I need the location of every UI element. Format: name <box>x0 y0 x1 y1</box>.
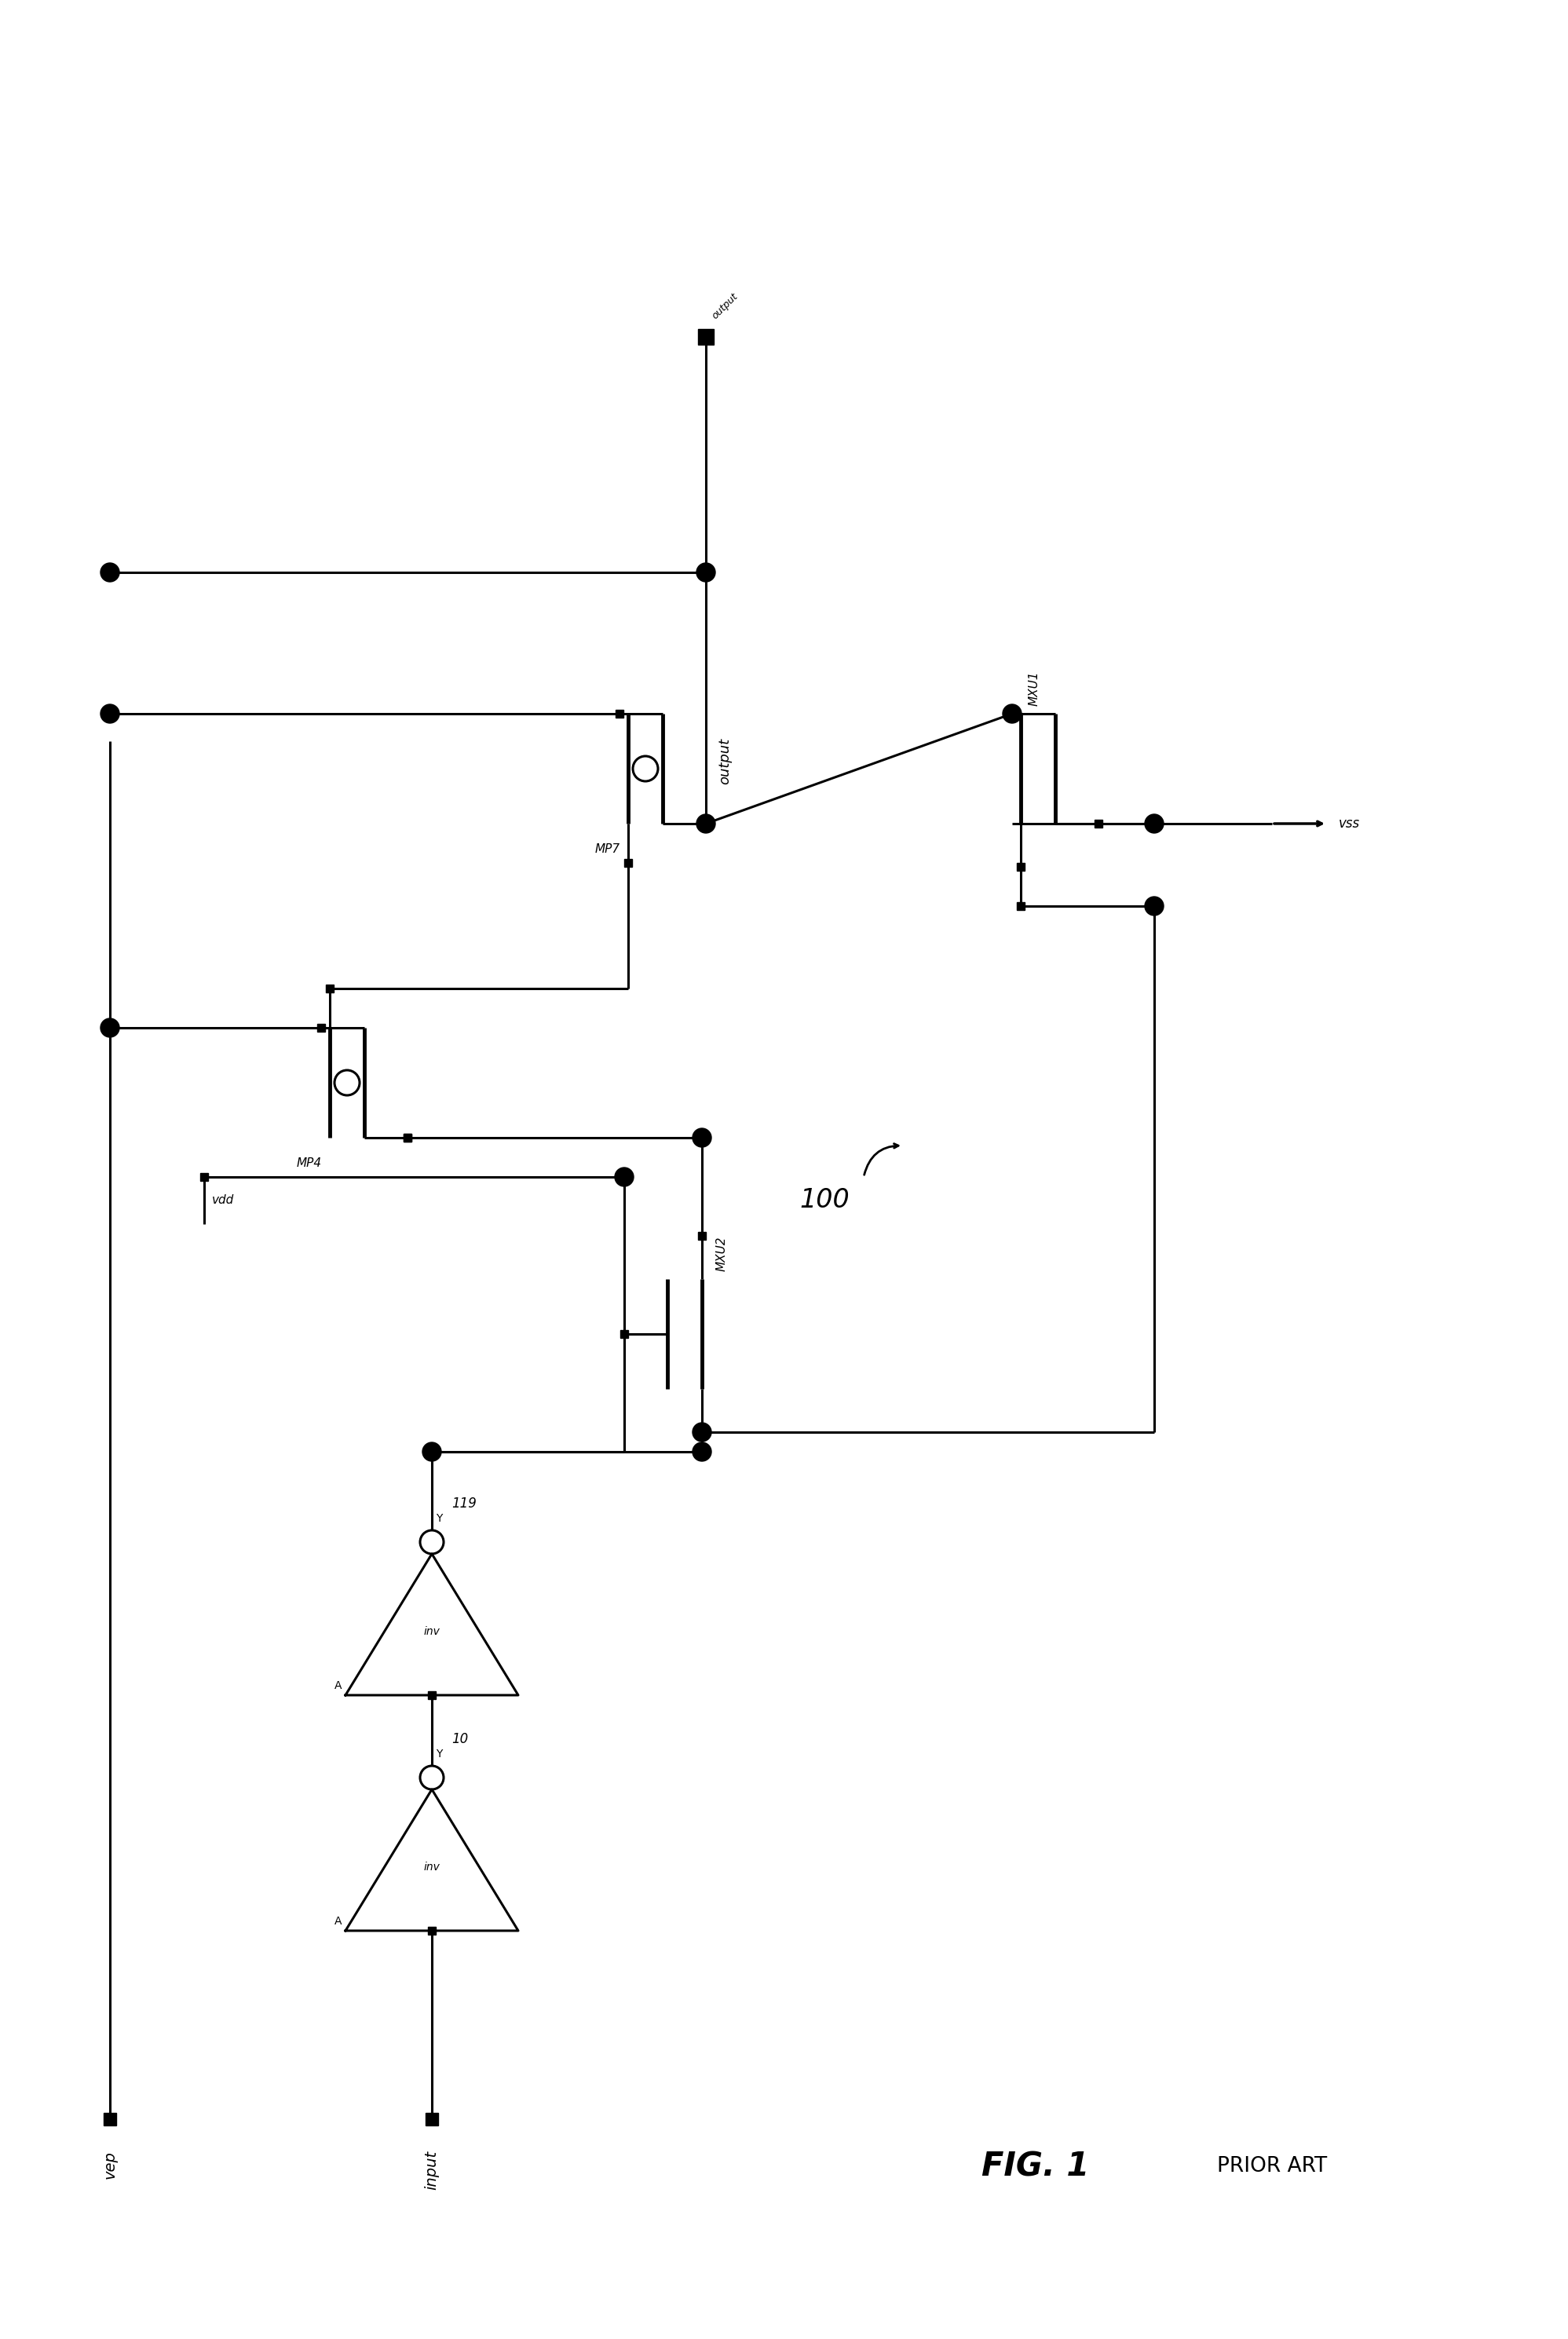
Circle shape <box>693 1443 712 1462</box>
Text: 10: 10 <box>452 1733 469 1747</box>
Circle shape <box>1145 814 1163 833</box>
Text: input: input <box>425 2150 439 2189</box>
Text: 119: 119 <box>452 1497 477 1511</box>
Circle shape <box>696 564 715 582</box>
Text: Y: Y <box>436 1513 442 1525</box>
Circle shape <box>693 1422 712 1441</box>
Text: inv: inv <box>423 1862 441 1874</box>
Circle shape <box>100 1017 119 1036</box>
Circle shape <box>693 1127 712 1146</box>
Text: vss: vss <box>1339 816 1359 830</box>
Text: MP4: MP4 <box>296 1158 321 1170</box>
Text: A: A <box>334 1679 342 1691</box>
Text: FIG. 1: FIG. 1 <box>982 2150 1090 2182</box>
Circle shape <box>615 1167 633 1186</box>
Text: output: output <box>710 290 740 320</box>
Circle shape <box>100 704 119 723</box>
Text: PRIOR ART: PRIOR ART <box>1217 2157 1327 2178</box>
Circle shape <box>1002 704 1021 723</box>
Text: MP7: MP7 <box>596 844 621 856</box>
Text: MXU1: MXU1 <box>1029 671 1040 706</box>
Circle shape <box>696 814 715 833</box>
Text: MXU2: MXU2 <box>717 1237 728 1270</box>
Text: vdd: vdd <box>212 1195 234 1207</box>
Text: inv: inv <box>423 1626 441 1637</box>
Circle shape <box>422 1443 441 1462</box>
Text: vep: vep <box>102 2150 118 2178</box>
Text: A: A <box>334 1916 342 1927</box>
Text: output: output <box>718 739 732 784</box>
Circle shape <box>1145 896 1163 915</box>
Text: 100: 100 <box>800 1188 850 1214</box>
Text: Y: Y <box>436 1750 442 1759</box>
Circle shape <box>100 564 119 582</box>
